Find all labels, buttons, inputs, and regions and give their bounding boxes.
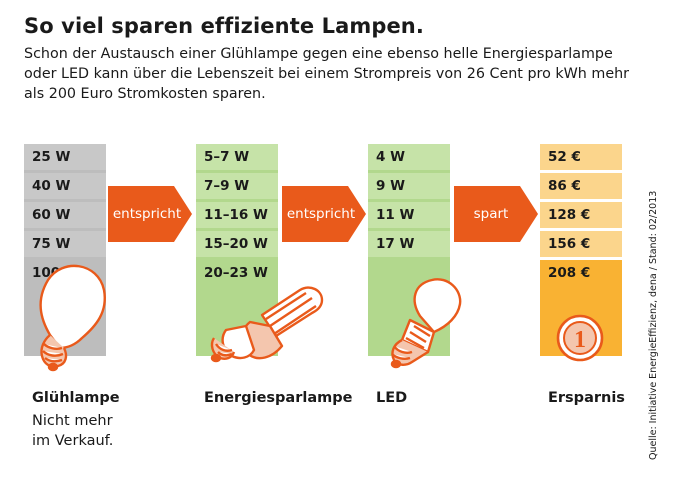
- arrow-label: spart: [473, 206, 509, 222]
- coin-label: 1: [574, 327, 586, 353]
- energy-saving-lamp-icon: [210, 286, 324, 363]
- value-cell: 86 €: [540, 173, 622, 199]
- value-cell: 17 W: [368, 231, 450, 257]
- source-note: Quelle: Initiative EnergieEffizienz, den…: [648, 190, 659, 460]
- arrow-label: entspricht: [286, 206, 356, 222]
- value-cell: 20–23 W: [196, 260, 278, 286]
- value-cell: 60 W: [24, 202, 106, 228]
- incandescent-bulb-icon: [39, 264, 106, 372]
- value-cell: 208 €: [548, 265, 591, 281]
- arrow-shape: [282, 186, 366, 242]
- label-gluehlampe: Glühlampe: [32, 390, 120, 406]
- note-line-2: im Verkauf.: [32, 433, 114, 449]
- value-cell: 52 €: [540, 144, 622, 170]
- value-cell: 15–20 W: [196, 231, 278, 257]
- value-cell: 9 W: [368, 173, 450, 199]
- arrow-label: entspricht: [112, 206, 182, 222]
- label-energiesparlampe: Energiesparlampe: [204, 390, 353, 406]
- value-cell: 128 €: [540, 202, 622, 228]
- value-cell: 25 W: [24, 144, 106, 170]
- label-led: LED: [376, 390, 408, 406]
- label-ersparnis: Ersparnis: [548, 390, 625, 406]
- page-subtitle: Schon der Austausch einer Glühlampe gege…: [24, 46, 630, 102]
- page-title: So viel sparen effiziente Lampen.: [24, 14, 424, 38]
- value-cell: 7–9 W: [196, 173, 278, 199]
- led-bulb-icon: [390, 278, 462, 369]
- arrow-shape: [108, 186, 192, 242]
- coin-icon: 1: [556, 314, 604, 362]
- value-cell: 11 W: [368, 202, 450, 228]
- value-cell: 75 W: [24, 231, 106, 257]
- value-cell: 40 W: [24, 173, 106, 199]
- value-cell: 5–7 W: [196, 144, 278, 170]
- value-cell: 11–16 W: [196, 202, 278, 228]
- arrow-shape: [454, 186, 538, 242]
- value-cell: 4 W: [368, 144, 450, 170]
- value-cell: 156 €: [540, 231, 622, 257]
- note-line-1: Nicht mehr: [32, 413, 113, 429]
